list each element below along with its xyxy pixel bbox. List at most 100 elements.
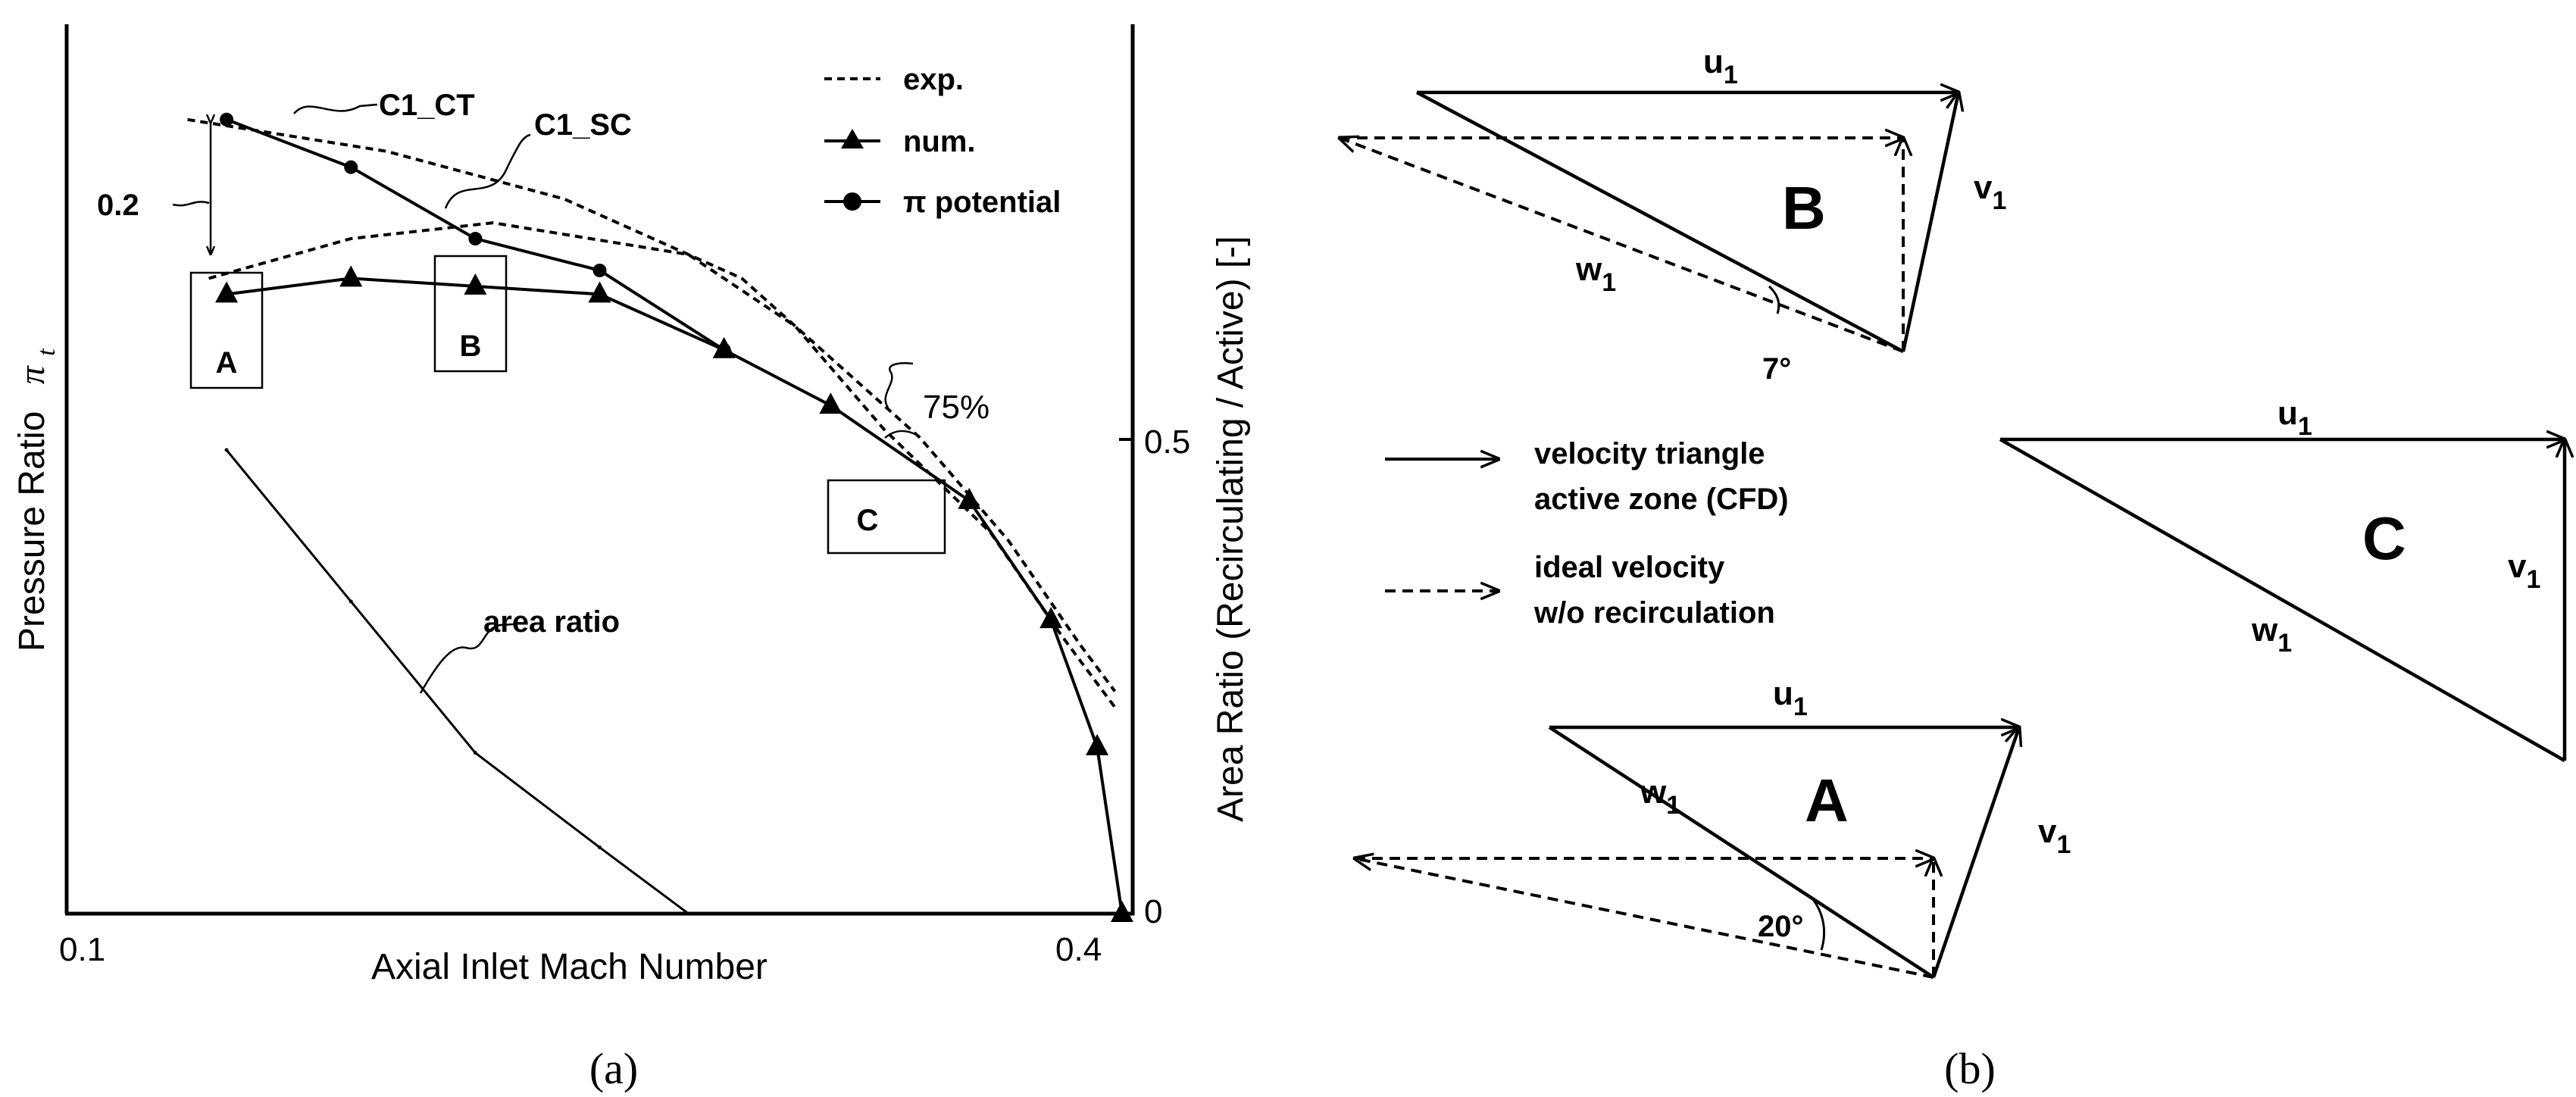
angle-label-b: 7°: [1762, 352, 1791, 386]
area-ratio-label: area ratio: [483, 605, 620, 639]
w-subscript: 1: [2277, 629, 2292, 658]
series-area_ratio-line: [225, 449, 689, 915]
series-num-point-6: [958, 487, 981, 509]
label-v-a: v1: [2038, 813, 2071, 859]
series-layer: [187, 112, 1133, 922]
angle-arc-b: [1768, 285, 1780, 314]
series-area_ratio-point-0: [224, 448, 229, 452]
series-num-line: [226, 277, 1124, 914]
u-subscript: 1: [1793, 692, 1808, 721]
v-subscript: 1: [2056, 830, 2071, 859]
label-v-b: v1: [1974, 169, 2006, 215]
series-exp_ct-line: [187, 117, 1117, 692]
series-pot-point-2: [468, 232, 483, 246]
legend: exp. num. π potential: [824, 63, 1061, 219]
vec-w-c: [1999, 438, 2566, 762]
pi-subscript: t: [33, 348, 61, 356]
series-num-point-5: [819, 392, 843, 414]
series-num-point-0: [215, 281, 239, 303]
x-tick-label: 0.1: [59, 931, 105, 968]
c1-sc-leader: [444, 133, 531, 209]
triangle-b: 7° B u1 v1 w1: [1340, 43, 2006, 386]
vec-w-a: [1548, 726, 1935, 979]
u-subscript: 1: [1724, 61, 1738, 89]
triangle-label-a: A: [1805, 767, 1849, 834]
triangle-label-c: C: [2362, 505, 2406, 572]
w-subscript: 1: [1602, 268, 1616, 297]
label-u-c: u1: [2277, 395, 2312, 441]
c1-ct-leader: [293, 103, 378, 114]
area-ratio-leader: [419, 623, 514, 694]
box-a-label: A: [216, 346, 238, 380]
x-tick-label: 0.4: [1055, 931, 1102, 968]
series-num-point-7: [1039, 607, 1063, 629]
legend-pot-marker: [843, 192, 861, 211]
vec-v-a: [1931, 727, 2019, 978]
legend-solid-line1: velocity triangle: [1534, 437, 1765, 470]
c1-sc-label: C1_SC: [534, 108, 632, 142]
series-area_ratio-point-2: [473, 751, 477, 755]
percent-label: 75%: [923, 389, 989, 426]
series-pot-point-0: [220, 112, 234, 127]
legend-dashed-line2: w/o recirculation: [1533, 596, 1775, 630]
v-symbol: v: [2038, 813, 2057, 850]
series-num-point-9: [1110, 901, 1133, 922]
ideal-w-a: [1355, 858, 1934, 979]
series-area_ratio-point-1: [349, 599, 353, 604]
series-num-point-2: [464, 273, 487, 295]
u-symbol: u: [2277, 395, 2298, 432]
box-a: [189, 271, 264, 389]
triangle-label-b: B: [1782, 174, 1826, 242]
percent-leader: [884, 362, 914, 408]
w-symbol: w: [1640, 774, 1667, 811]
legend-num-label: num.: [903, 125, 976, 158]
series-num-point-1: [339, 265, 363, 287]
box-c: [827, 479, 946, 555]
left-axis-label: Pressure Ratio π t: [12, 348, 61, 652]
x-axis-label: Axial Inlet Mach Number: [371, 947, 767, 987]
pi-symbol: π: [12, 364, 52, 384]
series-pot-point-4: [717, 342, 731, 357]
box-b-label: B: [460, 330, 482, 363]
legend-exp-label: exp.: [903, 63, 964, 96]
svg-text:Pressure Ratio π: Pressure Ratio π t: [12, 348, 61, 652]
angle-label-a: 20°: [1758, 910, 1804, 943]
w-symbol: w: [2251, 611, 2278, 649]
legend-pot-label: π potential: [903, 186, 1061, 219]
right-axis-label: Area Ratio (Recirculating / Active) [-]: [1211, 236, 1251, 822]
u-symbol: u: [1773, 675, 1793, 712]
panel-a: 0.1 0.4 0 0.5 Axial Inlet Mach Number Pr…: [12, 24, 1251, 1093]
series-exp_sc-line: [208, 221, 1117, 708]
u-symbol: u: [1703, 43, 1724, 80]
label-u-a: u1: [1773, 675, 1808, 721]
left-axis-label-text: Pressure Ratio: [12, 411, 52, 652]
ideal-w-b: [1340, 138, 1904, 353]
series-pot-point-1: [344, 160, 358, 174]
caption-a: (a): [589, 1044, 638, 1093]
vec-v-b: [1901, 92, 1959, 352]
delta-leader: [172, 201, 210, 207]
triangle-a: 20° A u1 v1 w1: [1355, 675, 2071, 979]
series-area_ratio-point-3: [598, 845, 602, 850]
panel-b: 7° B u1 v1 w1 C u1 v1 w1 20° A u: [1340, 43, 2565, 1093]
series-num-point-3: [588, 281, 611, 303]
series-pot-point-3: [592, 263, 607, 277]
w-symbol: w: [1575, 251, 1602, 288]
triangle-legend: velocity triangle active zone (CFD) idea…: [1385, 437, 1789, 630]
right-tick-label: 0.5: [1144, 423, 1190, 461]
label-w-a: w1: [1640, 774, 1680, 820]
u-subscript: 1: [2298, 412, 2312, 441]
caption-b: (b): [1944, 1044, 1996, 1093]
legend-dashed-line1: ideal velocity: [1534, 551, 1725, 584]
box-b: [433, 255, 508, 373]
box-c-label: C: [857, 504, 879, 537]
label-u-b: u1: [1703, 43, 1738, 89]
label-w-b: w1: [1575, 251, 1616, 297]
angle-arc-a: [1811, 898, 1826, 951]
label-w-c: w1: [2251, 611, 2292, 658]
c1-ct-label: C1_CT: [379, 89, 475, 122]
triangle-c: C u1 v1 w1: [1999, 395, 2566, 762]
label-v-c: v1: [2508, 548, 2540, 594]
series-area_ratio-point-4: [686, 911, 691, 916]
